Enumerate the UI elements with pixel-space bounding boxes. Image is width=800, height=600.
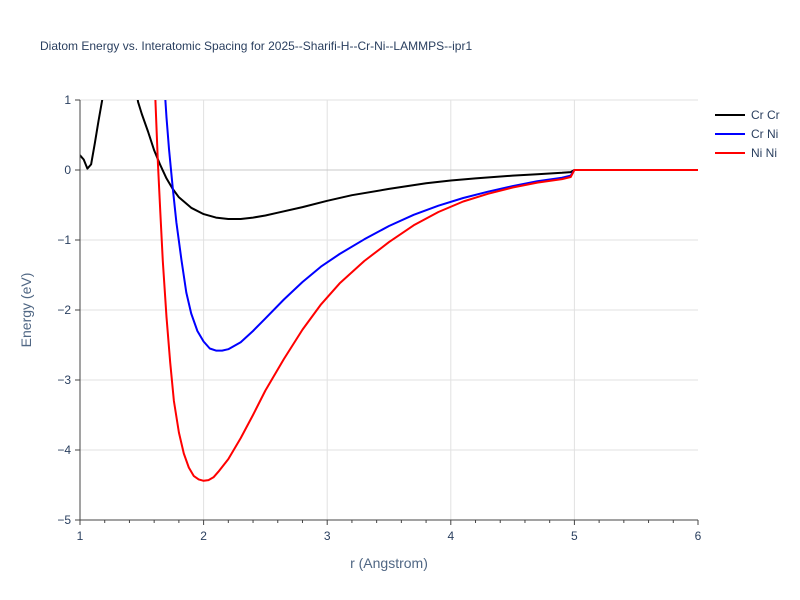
x-tick-label: 2 <box>200 529 207 543</box>
y-tick-label: 0 <box>64 163 71 177</box>
y-tick-label: −4 <box>57 443 71 457</box>
y-tick-label: −5 <box>57 513 71 527</box>
y-tick-label: −3 <box>57 373 71 387</box>
y-tick-label: 1 <box>64 93 71 107</box>
x-tick-label: 3 <box>324 529 331 543</box>
series-line-cr-cr <box>80 100 698 220</box>
series-line-cr-ni <box>164 100 698 352</box>
legend-label: Cr Ni <box>751 127 778 141</box>
legend-label: Cr Cr <box>751 108 780 122</box>
series-line-ni-ni <box>154 100 698 482</box>
x-tick-label: 5 <box>571 529 578 543</box>
legend-label: Ni Ni <box>751 146 777 160</box>
series-layer <box>80 100 698 482</box>
x-tick-label: 1 <box>77 529 84 543</box>
chart-title: Diatom Energy vs. Interatomic Spacing fo… <box>40 39 472 53</box>
axis-layer: 1 2 3 4 5 6 −5 −4 −3 −2 −1 0 1 <box>57 93 701 543</box>
x-tick-label: 4 <box>447 529 454 543</box>
y-axis-title: Energy (eV) <box>18 273 34 348</box>
x-tick-label: 6 <box>695 529 702 543</box>
y-tick-label: −1 <box>57 233 71 247</box>
legend: Cr Cr Cr Ni Ni Ni <box>715 108 780 160</box>
x-axis-title: r (Angstrom) <box>350 555 428 571</box>
y-tick-label: −2 <box>57 303 71 317</box>
grid-layer <box>80 99 698 520</box>
